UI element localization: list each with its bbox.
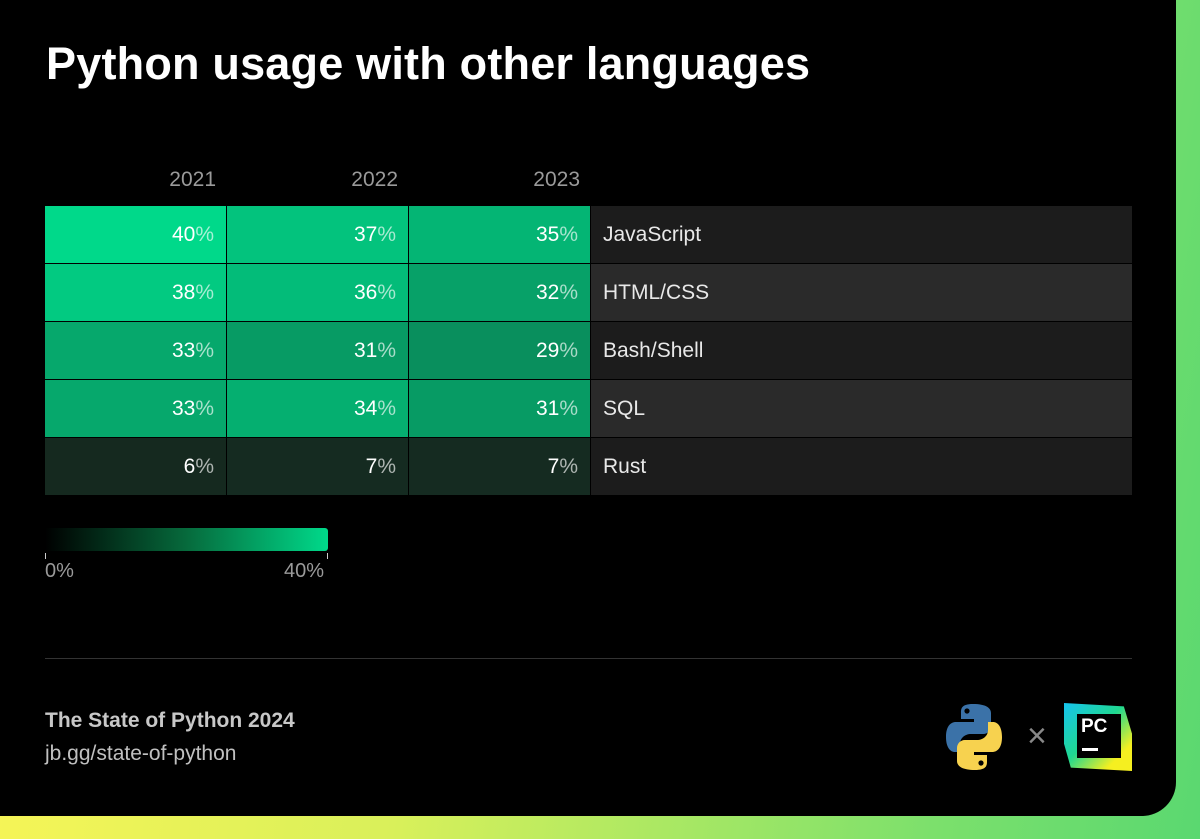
cell-value: 40 xyxy=(171,222,196,246)
cell-value: 29 xyxy=(535,338,560,362)
heatmap-cell: 33% xyxy=(45,380,226,437)
cell-value: 34 xyxy=(353,396,378,420)
heatmap-grid: 40% 37% 35% JavaScript 38% 36% 32% HTML/CSS 33% 3… xyxy=(45,206,1132,496)
heatmap-cell: 29% xyxy=(409,322,590,379)
chart-title: Python usage with other languages xyxy=(46,38,811,89)
footer-link[interactable]: jb.gg/state-of-python xyxy=(45,742,237,765)
heatmap-cell: 38% xyxy=(45,264,226,321)
scale-tick-max xyxy=(327,553,328,559)
cell-value: 35 xyxy=(535,222,560,246)
cell-unit: % xyxy=(559,280,578,304)
times-icon: × xyxy=(1027,717,1047,755)
scale-tick-min xyxy=(45,553,46,559)
cell-value: 33 xyxy=(171,396,196,420)
footer-title: The State of Python 2024 xyxy=(45,709,295,732)
heatmap-cell: 31% xyxy=(409,380,590,437)
divider xyxy=(45,658,1132,659)
heatmap-row: 33% 31% 29% Bash/Shell xyxy=(45,322,1132,380)
row-label: Bash/Shell xyxy=(591,322,1132,379)
row-label: Rust xyxy=(591,438,1132,495)
heatmap-cell: 6% xyxy=(45,438,226,495)
heatmap-row: 33% 34% 31% SQL xyxy=(45,380,1132,438)
cell-value: 6 xyxy=(183,454,196,478)
cell-unit: % xyxy=(377,454,396,478)
heatmap-row: 6% 7% 7% Rust xyxy=(45,438,1132,496)
heatmap-cell: 40% xyxy=(45,206,226,263)
heatmap-cell: 34% xyxy=(227,380,408,437)
cell-unit: % xyxy=(377,222,396,246)
cell-unit: % xyxy=(195,454,214,478)
row-label: HTML/CSS xyxy=(591,264,1132,321)
cell-unit: % xyxy=(559,338,578,362)
heatmap-cell: 33% xyxy=(45,322,226,379)
column-header-2023: 2023 xyxy=(533,168,580,191)
scale-max-label: 40% xyxy=(284,560,325,582)
cell-unit: % xyxy=(559,222,578,246)
column-header-2021: 2021 xyxy=(169,168,216,191)
cell-value: 37 xyxy=(353,222,378,246)
heatmap-cell: 7% xyxy=(409,438,590,495)
cell-value: 7 xyxy=(547,454,560,478)
cell-unit: % xyxy=(377,338,396,362)
row-label: SQL xyxy=(591,380,1132,437)
cell-value: 32 xyxy=(535,280,560,304)
python-logo-icon xyxy=(946,704,1002,770)
heatmap-row: 38% 36% 32% HTML/CSS xyxy=(45,264,1132,322)
cell-unit: % xyxy=(377,396,396,420)
cell-value: 38 xyxy=(171,280,196,304)
row-label: JavaScript xyxy=(591,206,1132,263)
cell-unit: % xyxy=(195,222,214,246)
pycharm-logo-text: PC xyxy=(1077,714,1121,758)
heatmap-cell: 36% xyxy=(227,264,408,321)
heatmap-cell: 37% xyxy=(227,206,408,263)
cell-value: 33 xyxy=(171,338,196,362)
cell-unit: % xyxy=(195,396,214,420)
cell-value: 31 xyxy=(353,338,378,362)
heatmap-cell: 7% xyxy=(227,438,408,495)
heatmap-cell: 32% xyxy=(409,264,590,321)
heatmap-cell: 35% xyxy=(409,206,590,263)
cell-unit: % xyxy=(195,280,214,304)
scale-min-label: 0% xyxy=(45,560,74,582)
cell-unit: % xyxy=(195,338,214,362)
heatmap-row: 40% 37% 35% JavaScript xyxy=(45,206,1132,264)
cell-unit: % xyxy=(559,396,578,420)
color-scale-bar xyxy=(45,528,328,551)
cell-value: 31 xyxy=(535,396,560,420)
cell-unit: % xyxy=(377,280,396,304)
column-header-2022: 2022 xyxy=(351,168,398,191)
cell-value: 7 xyxy=(365,454,378,478)
cell-unit: % xyxy=(559,454,578,478)
cell-value: 36 xyxy=(353,280,378,304)
heatmap-cell: 31% xyxy=(227,322,408,379)
